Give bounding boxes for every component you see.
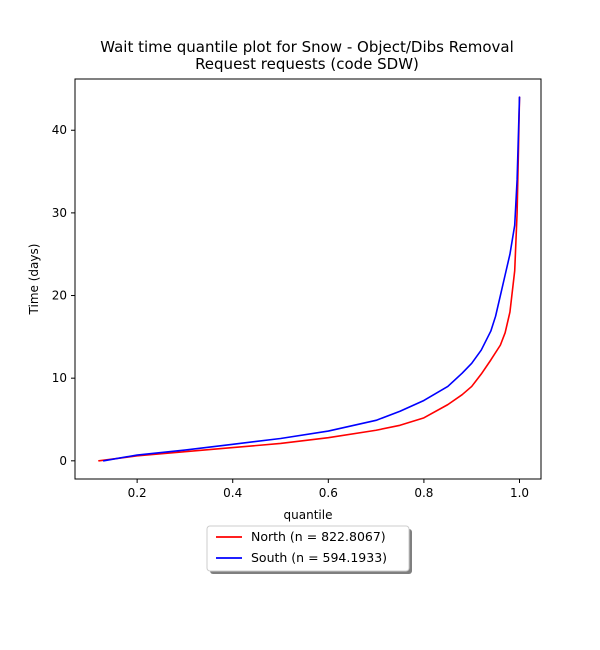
- legend-label-north: North (n = 822.8067): [251, 529, 386, 544]
- legend-label-south: South (n = 594.1933): [251, 550, 387, 565]
- x-axis: 0.2 0.4 0.6 0.8 1.0: [128, 479, 529, 500]
- plot-frame: [74, 78, 542, 480]
- series-line-south: [102, 96, 521, 462]
- x-axis-label: quantile: [284, 508, 333, 522]
- chart-title-line-2: Request requests (code SDW): [195, 55, 419, 73]
- x-tick-label: 1.0: [510, 486, 529, 500]
- x-tick-label: 0.4: [223, 486, 242, 500]
- y-axis-label: Time (days): [27, 244, 41, 316]
- plot-area: [75, 79, 541, 479]
- chart-title-line-1: Wait time quantile plot for Snow - Objec…: [100, 38, 514, 56]
- y-tick-label: 40: [52, 123, 67, 137]
- x-tick-label: 0.6: [319, 486, 338, 500]
- series-line-north: [98, 96, 521, 462]
- series-layer: [98, 96, 521, 462]
- x-tick-label: 0.2: [128, 486, 147, 500]
- x-tick-label: 0.8: [414, 486, 433, 500]
- legend-box: [206, 525, 410, 572]
- y-tick-label: 0: [59, 454, 67, 468]
- y-tick-label: 30: [52, 206, 67, 220]
- y-tick-label: 20: [52, 289, 67, 303]
- y-tick-label: 10: [52, 371, 67, 385]
- legend: North (n = 822.8067) South (n = 594.1933…: [206, 525, 412, 574]
- y-axis: 0 10 20 30 40: [52, 123, 75, 468]
